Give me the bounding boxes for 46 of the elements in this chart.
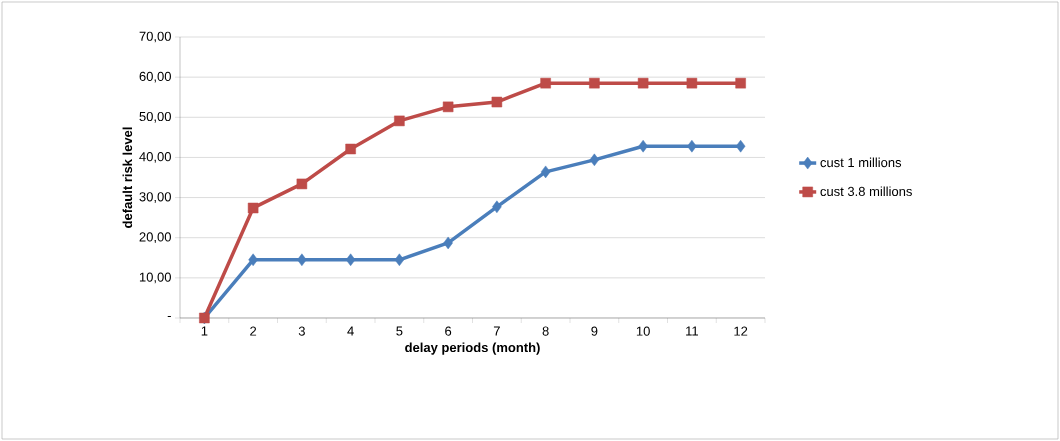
x-tick-label: 5 [396,326,403,336]
point [540,165,551,179]
x-tick-label: 1 [201,326,208,336]
point [442,101,454,113]
y-tick-label: - [167,316,171,318]
legend-label: cust 1 millions [820,157,902,168]
legend-label: cust 3.8 millions [820,186,912,197]
point [247,202,259,214]
x-tick-label: 6 [445,326,452,336]
x-tick-label: 3 [298,326,305,336]
point [638,139,648,153]
x-tick-label: 9 [591,326,598,336]
x-tick-label: 10 [636,326,650,336]
point [686,77,698,89]
point [735,139,746,153]
point [735,77,746,89]
point [248,253,258,267]
x-axis-title: delay periods (month) [405,342,540,355]
y-axis-title: default risk level [122,127,133,228]
y-tick-label: 10,00 [139,272,171,284]
x-tick-label: 11 [686,326,698,336]
point [589,153,600,167]
point [443,236,453,250]
x-tick-label: 8 [542,326,549,336]
point [345,143,356,155]
point [589,77,600,89]
x-tick-label: 4 [347,326,354,336]
x-tick-label: 7 [493,326,500,336]
point [687,139,697,153]
y-tick-label: 50,00 [139,111,171,123]
y-tick-label: 20,00 [139,232,171,244]
point [297,253,307,267]
point [394,115,405,127]
point [637,77,649,89]
y-tick-label: 30,00 [139,192,171,203]
point [394,253,405,267]
point [491,96,503,108]
y-tick-label: 40,00 [139,152,171,163]
point [492,200,502,214]
x-tick-label: 12 [734,326,748,336]
point [345,253,356,267]
point [540,77,551,89]
point [296,178,308,190]
y-tick-label: 70,00 [139,31,171,43]
y-tick-label: 60,00 [139,71,171,83]
x-tick-label: 2 [250,326,257,336]
